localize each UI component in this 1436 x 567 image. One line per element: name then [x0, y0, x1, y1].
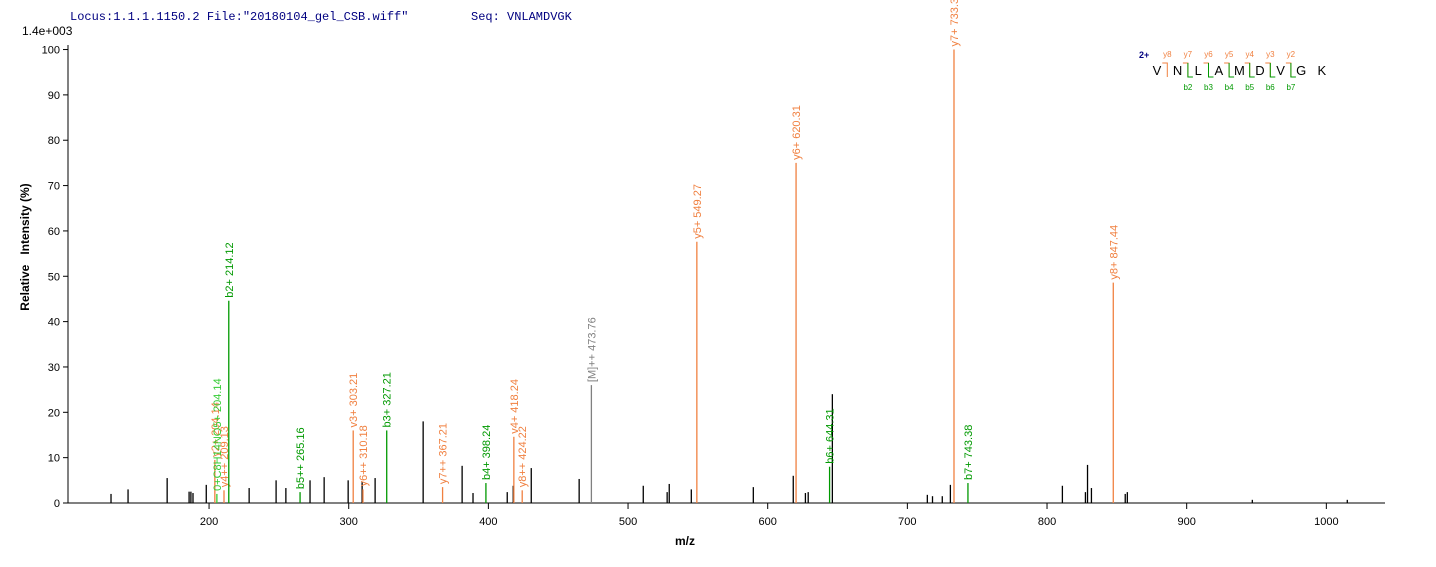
y-tick-label: 10 [48, 453, 60, 465]
locus: Locus:1.1.1.1150.2 File:"20180104_gel_CS… [70, 10, 408, 24]
peak-label: y4++ 209.13 [219, 426, 231, 487]
residue: A [1214, 63, 1223, 78]
x-tick-label: 300 [340, 516, 358, 528]
y-ion-label: y2 [1287, 50, 1296, 59]
b-bracket [1290, 63, 1296, 78]
peak-label: b7+ 743.38 [963, 425, 975, 480]
y-tick-label: 20 [48, 407, 60, 419]
x-tick-label: 200 [200, 516, 218, 528]
y-bracket [1265, 62, 1271, 77]
b-ion-label: b7 [1286, 83, 1295, 92]
charge: 2+ [1139, 50, 1149, 60]
peak-label: b6+ 644.31 [825, 408, 837, 463]
residue: V [1153, 63, 1162, 78]
b-bracket [1269, 63, 1276, 78]
y-ion-label: y3 [1266, 50, 1275, 59]
y-tick-label: 100 [42, 45, 60, 57]
b-bracket [1187, 63, 1193, 78]
y-tick-label: 40 [48, 317, 60, 329]
x-tick-label: 900 [1178, 516, 1196, 528]
y-bracket [1244, 62, 1251, 77]
residue: K [1317, 63, 1326, 78]
b-ion-label: b6 [1266, 83, 1275, 92]
x-tick-label: 400 [479, 516, 497, 528]
b-bracket [1208, 63, 1214, 78]
x-tick-label: 1000 [1314, 516, 1338, 528]
peak-label: y8+ 847.44 [1108, 225, 1120, 280]
x-tick-label: 600 [759, 516, 777, 528]
y-tick-label: 50 [48, 271, 60, 283]
y-ion-label: y7 [1184, 50, 1193, 59]
x-tick-label: 700 [898, 516, 916, 528]
b-ion-label: b2 [1183, 83, 1192, 92]
y-tick-label: 70 [48, 181, 60, 193]
peak-label: [M]++ 473.76 [586, 317, 598, 382]
peak-label: 0+C8H14NO5+ 204.14 [212, 378, 224, 491]
y-ion-label: y4 [1245, 50, 1254, 59]
residue: N [1173, 63, 1182, 78]
residue: G [1296, 63, 1306, 78]
y-bracket [1182, 62, 1189, 77]
y-tick-label: 90 [48, 90, 60, 102]
residue: V [1276, 63, 1285, 78]
x-tick-label: 800 [1038, 516, 1056, 528]
peak-label: b4+ 398.24 [481, 425, 493, 480]
peak-label: b3+ 327.21 [382, 372, 394, 427]
peak-label: v4+ 418.24 [509, 379, 521, 434]
peak-label: y6++ 310.18 [358, 425, 370, 486]
b-ion-label: b4 [1225, 83, 1234, 92]
peak-label: y5+ 549.27 [692, 184, 704, 239]
peak-label: y7+ 733.39 [949, 0, 961, 47]
peak-label: v3+ 303.21 [348, 373, 360, 428]
x-axis-label: m/z [675, 534, 695, 548]
y-bracket [1203, 62, 1209, 77]
b-ion-label: b5 [1245, 83, 1254, 92]
scale-label: 1.4e+003 [22, 24, 73, 38]
y-bracket [1162, 62, 1168, 77]
y-bracket [1224, 62, 1230, 77]
y-tick-label: 0 [54, 498, 60, 510]
y-tick-label: 80 [48, 135, 60, 147]
sequence-header: Seq: VNLAMDVGK [471, 10, 573, 24]
y-tick-label: 60 [48, 226, 60, 238]
b-bracket [1228, 63, 1235, 78]
y-ion-label: y6 [1204, 50, 1213, 59]
peak-label: b2+ 214.12 [224, 242, 236, 297]
residue: M [1234, 63, 1245, 78]
peak-label: y7++ 367.21 [438, 423, 450, 484]
y-ion-label: y5 [1225, 50, 1234, 59]
peak-label: b5++ 265.16 [295, 427, 307, 489]
peak-label: y2+ 204.14 [210, 402, 222, 457]
x-tick-label: 500 [619, 516, 637, 528]
y-axis-label: Relative Intensity (%) [18, 183, 32, 310]
residue: D [1255, 63, 1264, 78]
residue: L [1195, 63, 1202, 78]
y-ion-label: y8 [1163, 50, 1172, 59]
peak-label: y8++ 424.22 [517, 426, 529, 487]
b-ion-label: b3 [1204, 83, 1213, 92]
y-tick-label: 30 [48, 362, 60, 374]
y-bracket [1285, 62, 1292, 77]
b-bracket [1249, 63, 1255, 78]
peak-label: y6+ 620.31 [791, 105, 803, 160]
